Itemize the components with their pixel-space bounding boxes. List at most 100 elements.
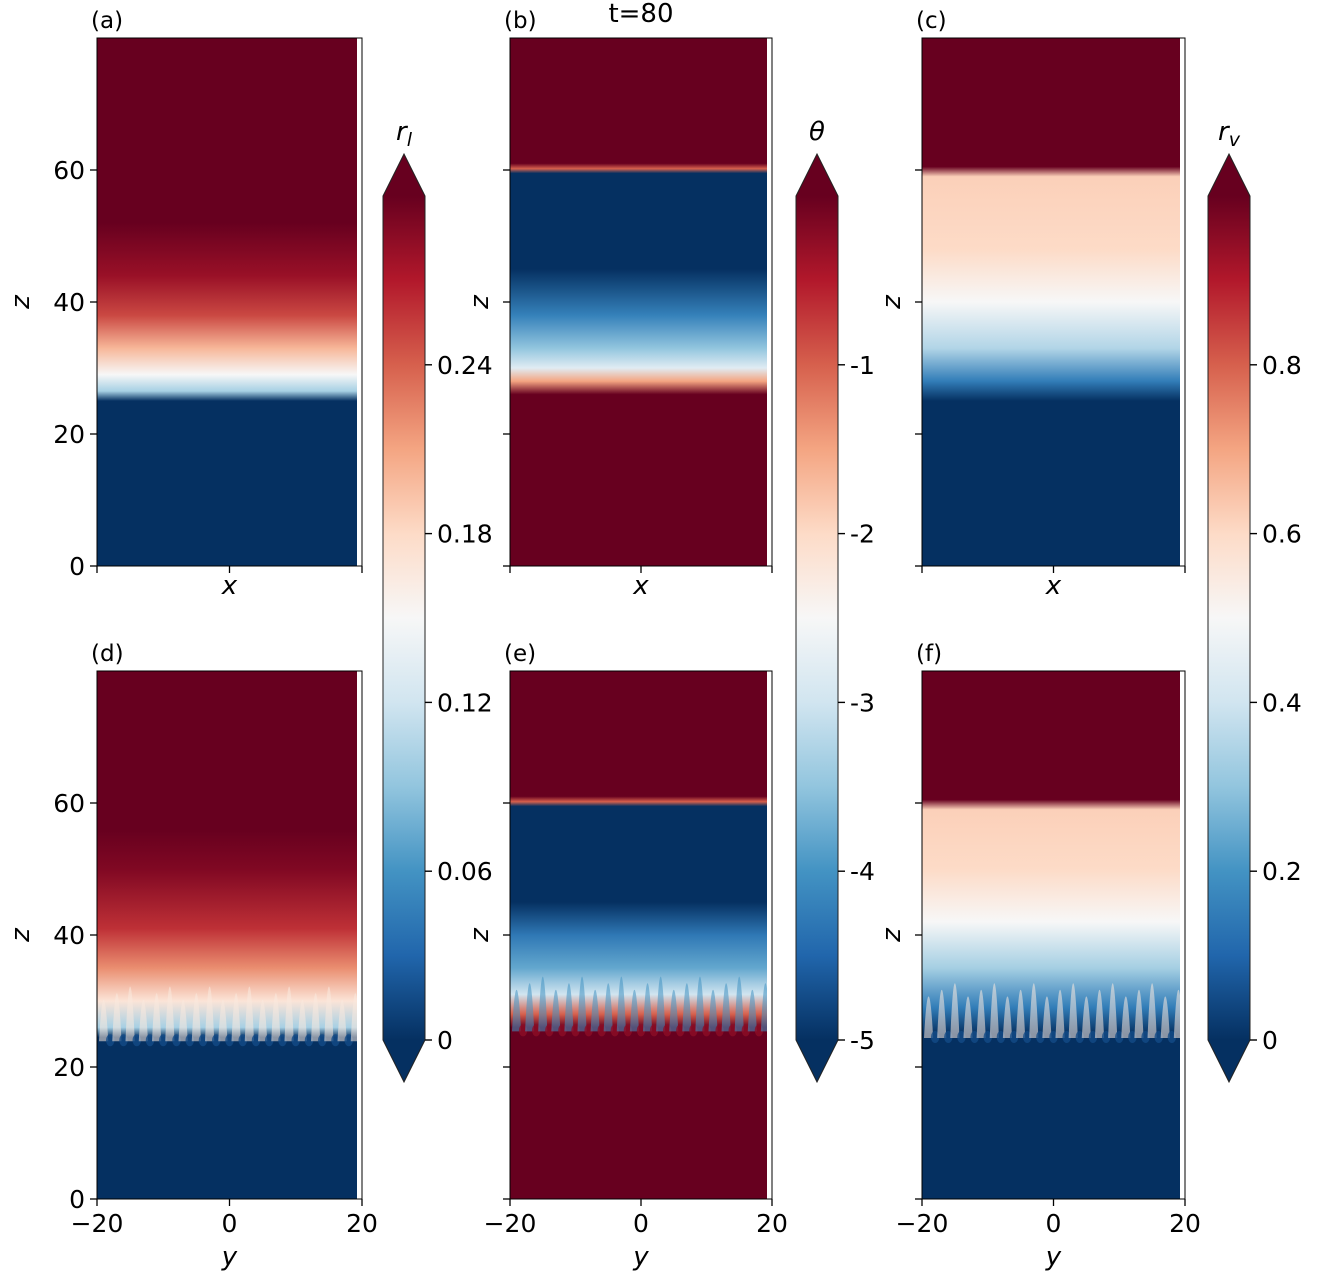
x-tick-label: 0	[1046, 1209, 1062, 1238]
y-tick-label: 20	[53, 420, 85, 449]
plume	[963, 996, 973, 1038]
plume-base	[251, 1034, 261, 1047]
plume-base	[689, 1024, 698, 1037]
plume	[112, 993, 122, 1042]
plume	[310, 993, 321, 1042]
edge-strip	[1180, 671, 1185, 1199]
colorbar-theta: -5 -4 -3 -2 -1 θ	[795, 117, 875, 1084]
plume	[324, 986, 334, 1042]
panel-label: (f)	[916, 641, 942, 667]
plume	[125, 986, 135, 1042]
plume	[937, 989, 947, 1038]
plume	[923, 996, 934, 1038]
colorbar-tick-label: 0.4	[1262, 688, 1302, 717]
plume	[1029, 983, 1039, 1038]
plume-base	[649, 1024, 659, 1037]
colorbar-outline	[1207, 152, 1251, 1084]
plume	[564, 983, 574, 1032]
plume-base	[1075, 1031, 1085, 1043]
y-tick-label: 20	[53, 1053, 85, 1082]
heatmap-field	[510, 38, 772, 566]
x-tick-label: −20	[71, 1209, 124, 1238]
plume	[337, 999, 347, 1042]
plume	[138, 999, 149, 1042]
plume	[1042, 996, 1052, 1038]
plume	[721, 983, 731, 1032]
plume-base	[930, 1031, 940, 1043]
plume	[511, 989, 522, 1032]
plume-base	[597, 1024, 606, 1037]
colorbar-extend-max	[796, 154, 838, 196]
x-axis-label: x	[1045, 571, 1062, 601]
plume-base	[715, 1024, 724, 1037]
plume	[950, 983, 960, 1038]
plume-base	[584, 1024, 593, 1037]
panel-label: (e)	[504, 641, 536, 667]
plume-base	[532, 1024, 541, 1037]
x-axis-label: x	[221, 571, 238, 601]
plume	[603, 983, 613, 1032]
plume	[98, 999, 109, 1042]
colorbar-tick-label: -5	[850, 1026, 875, 1055]
heatmap-field	[97, 671, 362, 1199]
y-tick-label: 40	[53, 288, 85, 317]
plume	[165, 986, 175, 1042]
plume-base	[132, 1034, 141, 1047]
plume-base	[212, 1034, 221, 1047]
plume-base	[996, 1031, 1006, 1043]
y-axis-label: z	[465, 927, 495, 943]
panel-e: (e) z −20 0 20 y	[465, 641, 788, 1272]
plume-base	[957, 1031, 966, 1043]
plume-base	[610, 1024, 619, 1037]
plume-base	[1128, 1031, 1137, 1043]
plume	[682, 983, 692, 1032]
plume	[257, 999, 268, 1042]
colorbar-tick-label: 0.24	[437, 351, 493, 380]
plume	[1121, 996, 1131, 1038]
colorbar-extend-min	[1208, 1040, 1250, 1082]
y-tick-label: 0	[69, 552, 85, 581]
panel-b: (b) z x	[465, 8, 773, 601]
x-tick-label: 0	[222, 1209, 238, 1238]
plume	[695, 976, 705, 1032]
y-tick-label: 60	[53, 156, 85, 185]
edge-strip	[357, 671, 362, 1199]
colorbar-tick-label: 0.8	[1262, 351, 1302, 380]
panel-label: (b)	[504, 8, 537, 34]
plume-base	[185, 1034, 194, 1047]
colorbar-tick-label: 0.18	[437, 520, 493, 549]
y-axis-label: z	[6, 294, 36, 310]
plume-base	[983, 1031, 992, 1043]
y-axis-label: z	[877, 927, 907, 943]
colorbar-extend-min	[383, 1040, 425, 1082]
y-axis-label: z	[6, 927, 36, 943]
y-axis-label: z	[465, 294, 495, 310]
plume	[178, 999, 188, 1042]
edge-strip	[767, 671, 772, 1199]
plume-base	[558, 1024, 567, 1037]
y-axis-label: z	[877, 294, 907, 310]
plume	[989, 983, 999, 1038]
y-tick-label: 60	[53, 789, 85, 818]
heatmap-field	[922, 38, 1185, 566]
colorbar-gradient	[1208, 196, 1250, 1040]
colorbar-extend-max	[1208, 154, 1250, 196]
plume-base	[623, 1024, 633, 1037]
colorbar-gradient	[383, 196, 425, 1040]
panel-label: (d)	[91, 641, 124, 667]
x-axis-label: y	[221, 1242, 238, 1272]
colorbar-extend-min	[796, 1040, 838, 1082]
plume-texture	[511, 976, 772, 1037]
plume-base	[265, 1034, 274, 1047]
plume-base	[1049, 1031, 1058, 1043]
plume-base	[663, 1024, 672, 1037]
plume-base	[1009, 1031, 1019, 1043]
x-tick-label: 20	[756, 1209, 788, 1238]
plume-base	[944, 1031, 953, 1043]
plume-texture	[98, 986, 362, 1047]
plume	[1016, 989, 1026, 1038]
plume-base	[145, 1034, 155, 1047]
colorbar-label: rl	[396, 117, 413, 151]
plume-base	[741, 1024, 750, 1037]
